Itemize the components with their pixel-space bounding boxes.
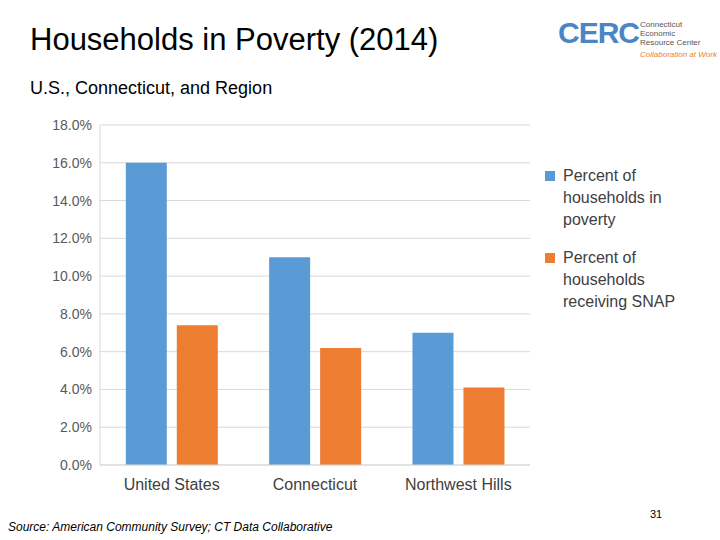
svg-text:18.0%: 18.0% xyxy=(52,117,92,133)
html-text:Collaboration at Work: Collaboration at Work xyxy=(640,50,717,59)
html-text:Source: American Community Sur: Source: American Community Survey; CT Da… xyxy=(8,520,333,534)
html-text:31: 31 xyxy=(650,508,663,520)
svg-text:United States: United States xyxy=(124,476,220,493)
svg-text:4.0%: 4.0% xyxy=(60,381,92,397)
svg-text:0.0%: 0.0% xyxy=(60,457,92,473)
html-text:Resource Center: Resource Center xyxy=(640,38,701,47)
html-text:Percent of households receivin: Percent of households receiving SNAP xyxy=(563,249,675,310)
svg-text:12.0%: 12.0% xyxy=(52,230,92,246)
html-text:Economic: Economic xyxy=(640,29,676,38)
svg-text:16.0%: 16.0% xyxy=(52,155,92,171)
svg-text:6.0%: 6.0% xyxy=(60,344,92,360)
html-text:U.S., Connecticut, and Region: U.S., Connecticut, and Region xyxy=(30,78,273,98)
svg-text:14.0%: 14.0% xyxy=(52,193,92,209)
svg-text:2.0%: 2.0% xyxy=(60,419,92,435)
svg-text:Connecticut: Connecticut xyxy=(273,476,358,493)
html-text:Percent of households in pover: Percent of households in poverty xyxy=(563,167,662,228)
svg-text:8.0%: 8.0% xyxy=(60,306,92,322)
html-text:CERC: CERC xyxy=(558,16,639,49)
svg-text:10.0%: 10.0% xyxy=(52,268,92,284)
html-text:Connecticut: Connecticut xyxy=(640,20,683,29)
html-text:Households in Poverty (2014): Households in Poverty (2014) xyxy=(30,22,439,57)
svg-text:Northwest Hills: Northwest Hills xyxy=(405,476,512,493)
